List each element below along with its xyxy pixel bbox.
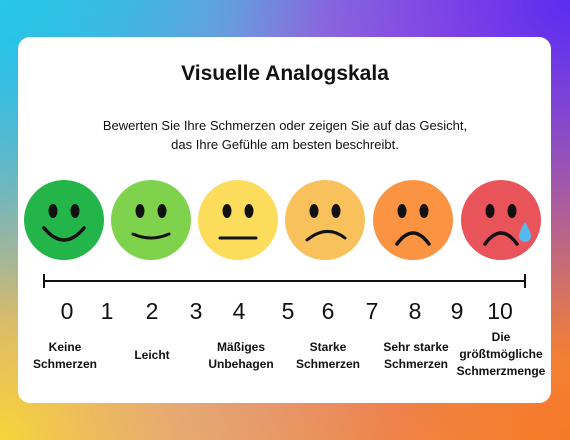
page-title: Visuelle Analogskala (181, 62, 389, 85)
face-circle (373, 180, 453, 260)
scale-number-7: 7 (365, 298, 379, 324)
scale-start-tick (43, 274, 45, 288)
label-line: Mäßiges (216, 340, 265, 354)
scale-number-8: 8 (408, 298, 422, 324)
scale-number-0: 0 (60, 298, 74, 324)
scale-number-1: 1 (100, 298, 114, 324)
scale-number-6: 6 (321, 298, 335, 324)
face-circle (285, 180, 365, 260)
label-line: Sehr starke (383, 340, 449, 354)
tear-drop-icon (519, 222, 531, 242)
label-severe: Starke Schmerzen (273, 339, 383, 373)
face-happy-icon (111, 180, 191, 260)
label-line: Schmerzen (295, 357, 361, 371)
label-line: Schmerzen (383, 357, 449, 371)
face-very-happy-icon (24, 180, 104, 260)
face-crying-icon (461, 180, 541, 260)
label-no-pain: Keine Schmerzen (10, 339, 120, 373)
scale-end-tick (524, 274, 526, 288)
scale-number-10: 10 (487, 298, 513, 324)
instructions-line-2: das Ihre Gefühle am besten beschreibt. (171, 137, 399, 152)
label-line: Schmerzmenge (456, 364, 546, 378)
scale-line (44, 280, 526, 282)
label-line: Starke (309, 340, 347, 354)
label-very-severe: Sehr starke Schmerzen (361, 339, 471, 373)
face-circle (24, 180, 104, 260)
face-circle (198, 180, 278, 260)
instructions-line-1: Bewerten Sie Ihre Schmerzen oder zeigen … (102, 118, 468, 133)
scale-number-2: 2 (145, 298, 159, 324)
scale-number-5: 5 (281, 298, 295, 324)
face-circle (461, 180, 541, 260)
scale-number-3: 3 (189, 298, 203, 324)
label-line: Leicht (134, 348, 170, 362)
face-neutral-icon (198, 180, 278, 260)
instructions: Bewerten Sie Ihre Schmerzen oder zeigen … (0, 116, 570, 154)
face-circle (111, 180, 191, 260)
label-line: Unbehagen (208, 357, 274, 371)
face-very-sad-icon (373, 180, 453, 260)
label-line: Die (491, 330, 511, 344)
label-line: Keine (48, 340, 82, 354)
label-line: Schmerzen (32, 357, 98, 371)
label-line: größtmögliche (459, 347, 543, 361)
face-sad-icon (285, 180, 365, 260)
label-moderate: Mäßiges Unbehagen (186, 339, 296, 373)
label-worst-pain: Die größtmögliche Schmerzmenge (446, 329, 556, 380)
label-mild: Leicht (97, 347, 207, 364)
scale-number-9: 9 (450, 298, 464, 324)
scale-number-4: 4 (232, 298, 246, 324)
